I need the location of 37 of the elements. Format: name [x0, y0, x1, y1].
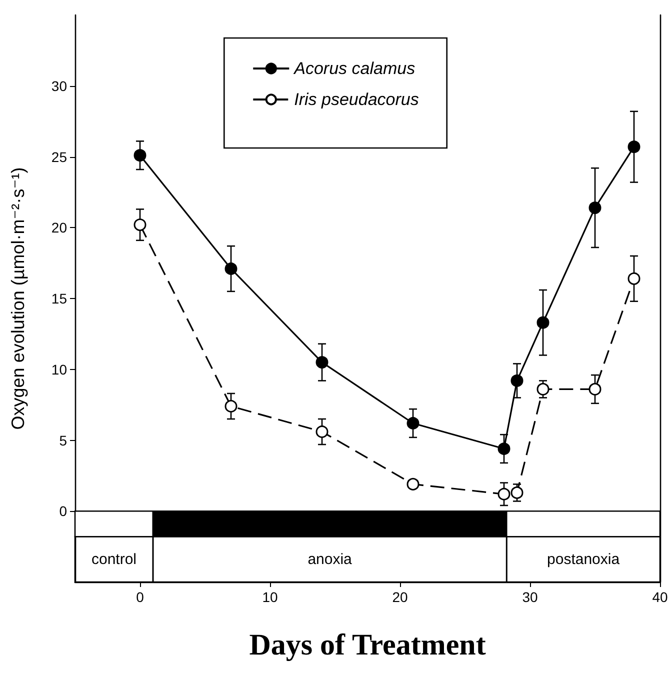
point: [406, 478, 420, 490]
y-tick-label: 30: [51, 78, 68, 94]
band-label: control: [91, 550, 137, 568]
point: [628, 272, 640, 285]
point: [406, 416, 420, 430]
y-tick-label: 20: [51, 220, 68, 236]
point: [510, 486, 524, 499]
point: [134, 149, 146, 162]
x-axis-title: Days of Treatment: [249, 628, 486, 662]
point: [224, 262, 238, 275]
point: [628, 140, 640, 154]
legend-label: Iris pseudacorus: [294, 90, 420, 109]
point: [536, 316, 550, 329]
legend-label: Acorus calamus: [293, 59, 416, 78]
band-label: anoxia: [308, 550, 353, 568]
x-tick-label: 30: [522, 589, 538, 605]
point: [224, 400, 238, 412]
x-tick-label: 20: [392, 589, 408, 605]
y-tick-label: 15: [51, 290, 68, 306]
point: [498, 442, 510, 455]
x-tick-label: 0: [136, 589, 144, 605]
point: [588, 202, 602, 214]
band-label: postanoxia: [547, 550, 620, 568]
point: [510, 374, 524, 387]
x-tick-label: 10: [262, 589, 278, 605]
y-axis-title: Oxygen evolution (µmol·m⁻²·s⁻¹): [8, 167, 28, 430]
y-tick-label: 0: [59, 503, 68, 520]
point: [588, 382, 602, 396]
point: [536, 382, 550, 396]
point: [498, 488, 510, 500]
y-tick-label: 25: [51, 148, 68, 165]
point: [134, 218, 146, 232]
y-tick-label: 5: [59, 432, 68, 448]
y-tick-label: 10: [51, 361, 68, 378]
point: [316, 356, 328, 369]
point: [316, 426, 328, 438]
x-tick-label: 40: [652, 589, 668, 605]
